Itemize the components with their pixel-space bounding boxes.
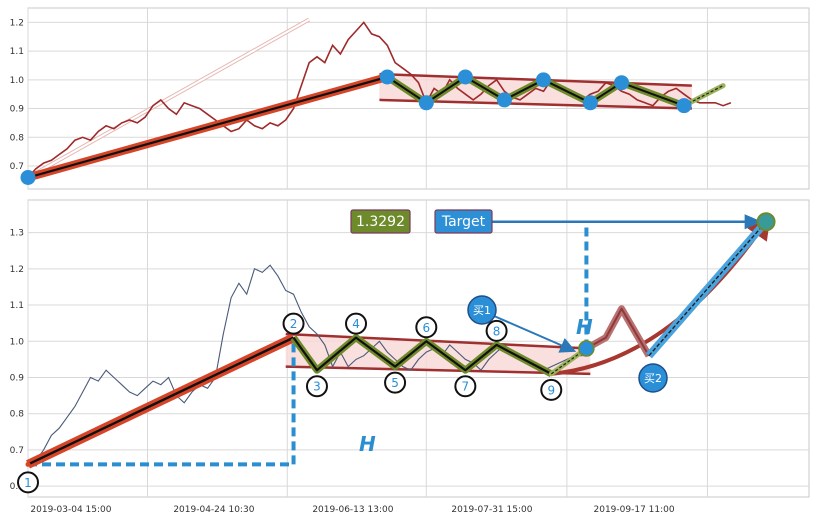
trend-line-core xyxy=(27,336,295,466)
point-marker-ring xyxy=(305,375,328,398)
point-marker-4: 4 xyxy=(345,312,368,335)
point-marker-ring xyxy=(384,371,407,394)
point-marker-ring xyxy=(282,312,305,335)
x-tick-label: 2019-03-04 15:00 xyxy=(30,505,111,515)
point-marker-ring xyxy=(345,312,368,335)
point-marker-5: 5 xyxy=(384,371,407,394)
point-marker-ring xyxy=(415,316,438,339)
point-marker-label: 5 xyxy=(391,376,399,390)
top-vertex-point xyxy=(614,75,630,91)
y-tick-label: 0.7 xyxy=(10,162,24,172)
buy2-label: 买2 xyxy=(644,372,662,385)
y-tick-label: 1.3 xyxy=(10,229,24,239)
y-tick-label: 0.6 xyxy=(10,482,25,492)
bottom-y-axis: 0.6 0.7 0.8 0.9 1.0 1.1 1.2 1.3 xyxy=(10,229,25,493)
target-label-box: Target xyxy=(434,209,493,234)
bottom-panel: 0.6 0.7 0.8 0.9 1.0 1.1 1.2 1.3 2019-03-04 15:0… xyxy=(10,199,810,515)
channel-lower-line xyxy=(285,365,591,376)
x-tick-label: 2019-07-31 15:00 xyxy=(451,505,532,515)
buy1-label: 买1 xyxy=(473,304,491,317)
top-start-point xyxy=(20,170,36,186)
target-label: Target xyxy=(441,214,486,230)
point-marker-9: 9 xyxy=(540,378,563,401)
point-marker-label: 2 xyxy=(290,317,298,331)
top-vertex-point xyxy=(379,69,395,85)
y-tick-label: 1.0 xyxy=(10,337,25,347)
point-marker-label: 6 xyxy=(422,321,430,335)
trend-line-core xyxy=(27,75,388,179)
thin-arrow-inner xyxy=(27,18,310,179)
x-tick-label: 2019-04-24 10:30 xyxy=(173,505,254,515)
y-tick-label: 1.1 xyxy=(10,47,24,57)
y-tick-label: 0.9 xyxy=(10,105,25,115)
channel-upper-line xyxy=(379,72,692,87)
buy1-marker: 买1 xyxy=(467,295,497,325)
top-vertex-point xyxy=(496,92,512,108)
y-tick-label: 0.9 xyxy=(10,373,25,383)
zigzag-core xyxy=(292,336,552,375)
x-tick-label: 2019-09-17 11:00 xyxy=(594,505,675,515)
bottom-price-series xyxy=(27,264,583,465)
channel-upper-line xyxy=(285,332,591,350)
top-vertex-point xyxy=(582,95,598,111)
top-y-axis: 0.7 0.8 0.9 1.0 1.1 1.2 xyxy=(10,18,25,172)
bottom-overlays-front xyxy=(25,212,776,469)
start-point xyxy=(25,461,31,467)
x-tick-label: 2019-06-13 13:00 xyxy=(312,505,393,515)
point-marker-8: 8 xyxy=(485,319,508,342)
point-marker-label: 9 xyxy=(547,383,555,397)
y-tick-label: 1.1 xyxy=(10,301,24,311)
buy1-arrow xyxy=(493,315,577,353)
point-marker-3: 3 xyxy=(305,375,328,398)
top-overlays-front xyxy=(20,69,726,186)
h-label-right: H xyxy=(576,315,593,339)
point-marker-label: 4 xyxy=(352,317,360,331)
numbered-markers: 1 2 3 4 5 6 7 8 9 xyxy=(17,312,563,494)
target-arrow-outer xyxy=(645,219,770,359)
point-marker-label: 3 xyxy=(313,380,321,394)
y-tick-label: 1.0 xyxy=(10,76,25,86)
h-label-left: H xyxy=(359,432,376,456)
point-marker-label: 7 xyxy=(462,380,470,394)
y-tick-label: 1.2 xyxy=(10,18,24,28)
top-vertex-point xyxy=(676,98,692,114)
point-marker-ring xyxy=(454,375,477,398)
y-tick-label: 1.2 xyxy=(10,265,24,275)
top-panel: 0.7 0.8 0.9 1.0 1.1 1.2 xyxy=(10,7,810,190)
target-point xyxy=(756,212,776,232)
pullback-core xyxy=(585,307,650,357)
point-marker-ring xyxy=(540,378,563,401)
y-tick-label: 0.7 xyxy=(10,446,24,456)
point-marker-label: 1 xyxy=(24,476,32,490)
point-marker-1: 1 xyxy=(17,471,39,494)
point-marker-2: 2 xyxy=(282,312,305,335)
point-marker-6: 6 xyxy=(415,316,438,339)
y-tick-label: 0.8 xyxy=(10,133,25,143)
top-vertex-point xyxy=(535,72,551,88)
bottom-x-axis: 2019-03-04 15:00 2019-04-24 10:30 2019-06-… xyxy=(30,505,674,515)
buy2-marker: 买2 xyxy=(638,363,668,393)
value-label: 1.3292 xyxy=(356,214,405,230)
y-tick-label: 0.8 xyxy=(10,410,25,420)
point-marker-ring xyxy=(17,471,39,494)
bottom-grid xyxy=(27,200,809,497)
point-marker-7: 7 xyxy=(454,375,477,398)
point-marker-label: 8 xyxy=(493,324,501,338)
value-label-box: 1.3292 xyxy=(350,209,411,234)
breakout-point xyxy=(578,340,595,357)
point-marker-ring xyxy=(485,319,508,342)
top-vertex-point xyxy=(457,69,473,85)
top-vertex-point xyxy=(418,95,434,111)
